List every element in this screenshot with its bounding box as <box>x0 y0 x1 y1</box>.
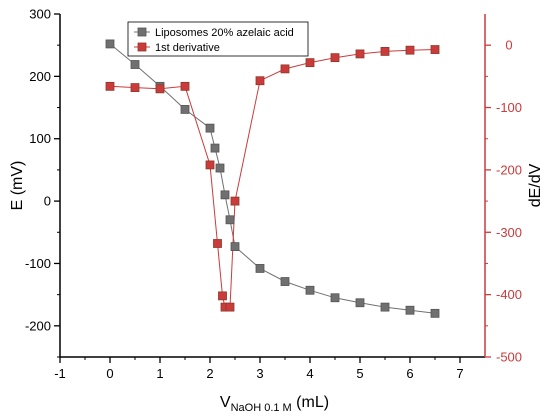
data-point <box>130 60 140 69</box>
data-point <box>430 45 440 54</box>
left-y-tick-label: 0 <box>44 194 51 209</box>
x-tick-label: -1 <box>54 366 66 381</box>
data-point <box>225 302 235 312</box>
x-axis-title: VNaOH 0.1 M (mL) <box>220 394 329 414</box>
data-point <box>305 285 315 295</box>
x-tick-label: 5 <box>356 366 363 381</box>
data-point <box>330 53 340 63</box>
data-point <box>255 76 265 86</box>
x-tick-label: 1 <box>156 366 163 381</box>
data-point <box>380 47 390 56</box>
data-point <box>130 83 140 92</box>
legend-box <box>127 21 309 57</box>
right-y-tick-label: -400 <box>496 287 522 302</box>
right-y-axis-title: dE/dV <box>527 163 544 207</box>
x-tick-label: 7 <box>456 366 463 381</box>
legend-marker <box>137 27 147 37</box>
data-point <box>355 298 365 308</box>
x-tick-label: 2 <box>206 366 213 381</box>
x-tick-label: 4 <box>306 366 313 381</box>
data-point <box>230 196 240 206</box>
legend: Liposomes 20% azelaic acid 1st derivative <box>127 21 309 57</box>
legend-marker <box>137 42 147 52</box>
data-point <box>280 64 290 74</box>
data-point <box>213 239 222 248</box>
data-point <box>205 160 215 170</box>
data-point <box>330 293 340 303</box>
x-tick-label: 3 <box>256 366 263 381</box>
data-point <box>305 58 315 68</box>
right-y-tick-label: -300 <box>496 225 522 240</box>
data-point <box>405 45 415 55</box>
data-point <box>155 84 165 94</box>
x-tick-label: 6 <box>406 366 413 381</box>
data-point <box>105 81 115 91</box>
right-y-tick-label: -100 <box>496 100 522 115</box>
data-point <box>405 305 415 315</box>
data-point <box>280 277 290 286</box>
left-y-tick-label: 100 <box>29 131 51 146</box>
left-y-tick-label: 200 <box>29 69 51 84</box>
axes: -1 0 1 2 3 4 5 6 7 -200 -100 0 100 200 300 -500 -400 -300… <box>25 7 522 382</box>
data-point <box>355 49 365 59</box>
data-point <box>220 190 230 200</box>
data-point <box>215 163 225 173</box>
right-y-tick-label: 0 <box>505 38 512 53</box>
left-y-axis-title: E (mV) <box>9 161 26 211</box>
axis-titles: E (mV) dE/dV VNaOH 0.1 M (mL) <box>9 161 544 414</box>
data-point <box>210 143 220 153</box>
left-y-tick-label: -100 <box>25 256 51 271</box>
data-point <box>225 215 235 225</box>
series-points <box>105 39 440 318</box>
left-y-tick-label: 300 <box>29 7 51 22</box>
right-y-tick-label: -200 <box>496 162 522 177</box>
legend-label: Liposomes 20% azelaic acid <box>155 27 294 39</box>
data-point <box>205 123 215 133</box>
data-point <box>255 264 265 273</box>
data-point <box>430 308 440 318</box>
data-point <box>218 291 227 301</box>
right-y-tick-label: -500 <box>496 350 522 365</box>
left-y-tick-label: -200 <box>25 318 51 333</box>
data-point <box>180 105 190 114</box>
data-point <box>230 242 240 252</box>
x-tick-label: 0 <box>106 366 113 381</box>
legend-label: 1st derivative <box>155 42 220 54</box>
data-point <box>180 81 190 91</box>
data-point <box>380 302 390 312</box>
data-point <box>105 39 115 49</box>
